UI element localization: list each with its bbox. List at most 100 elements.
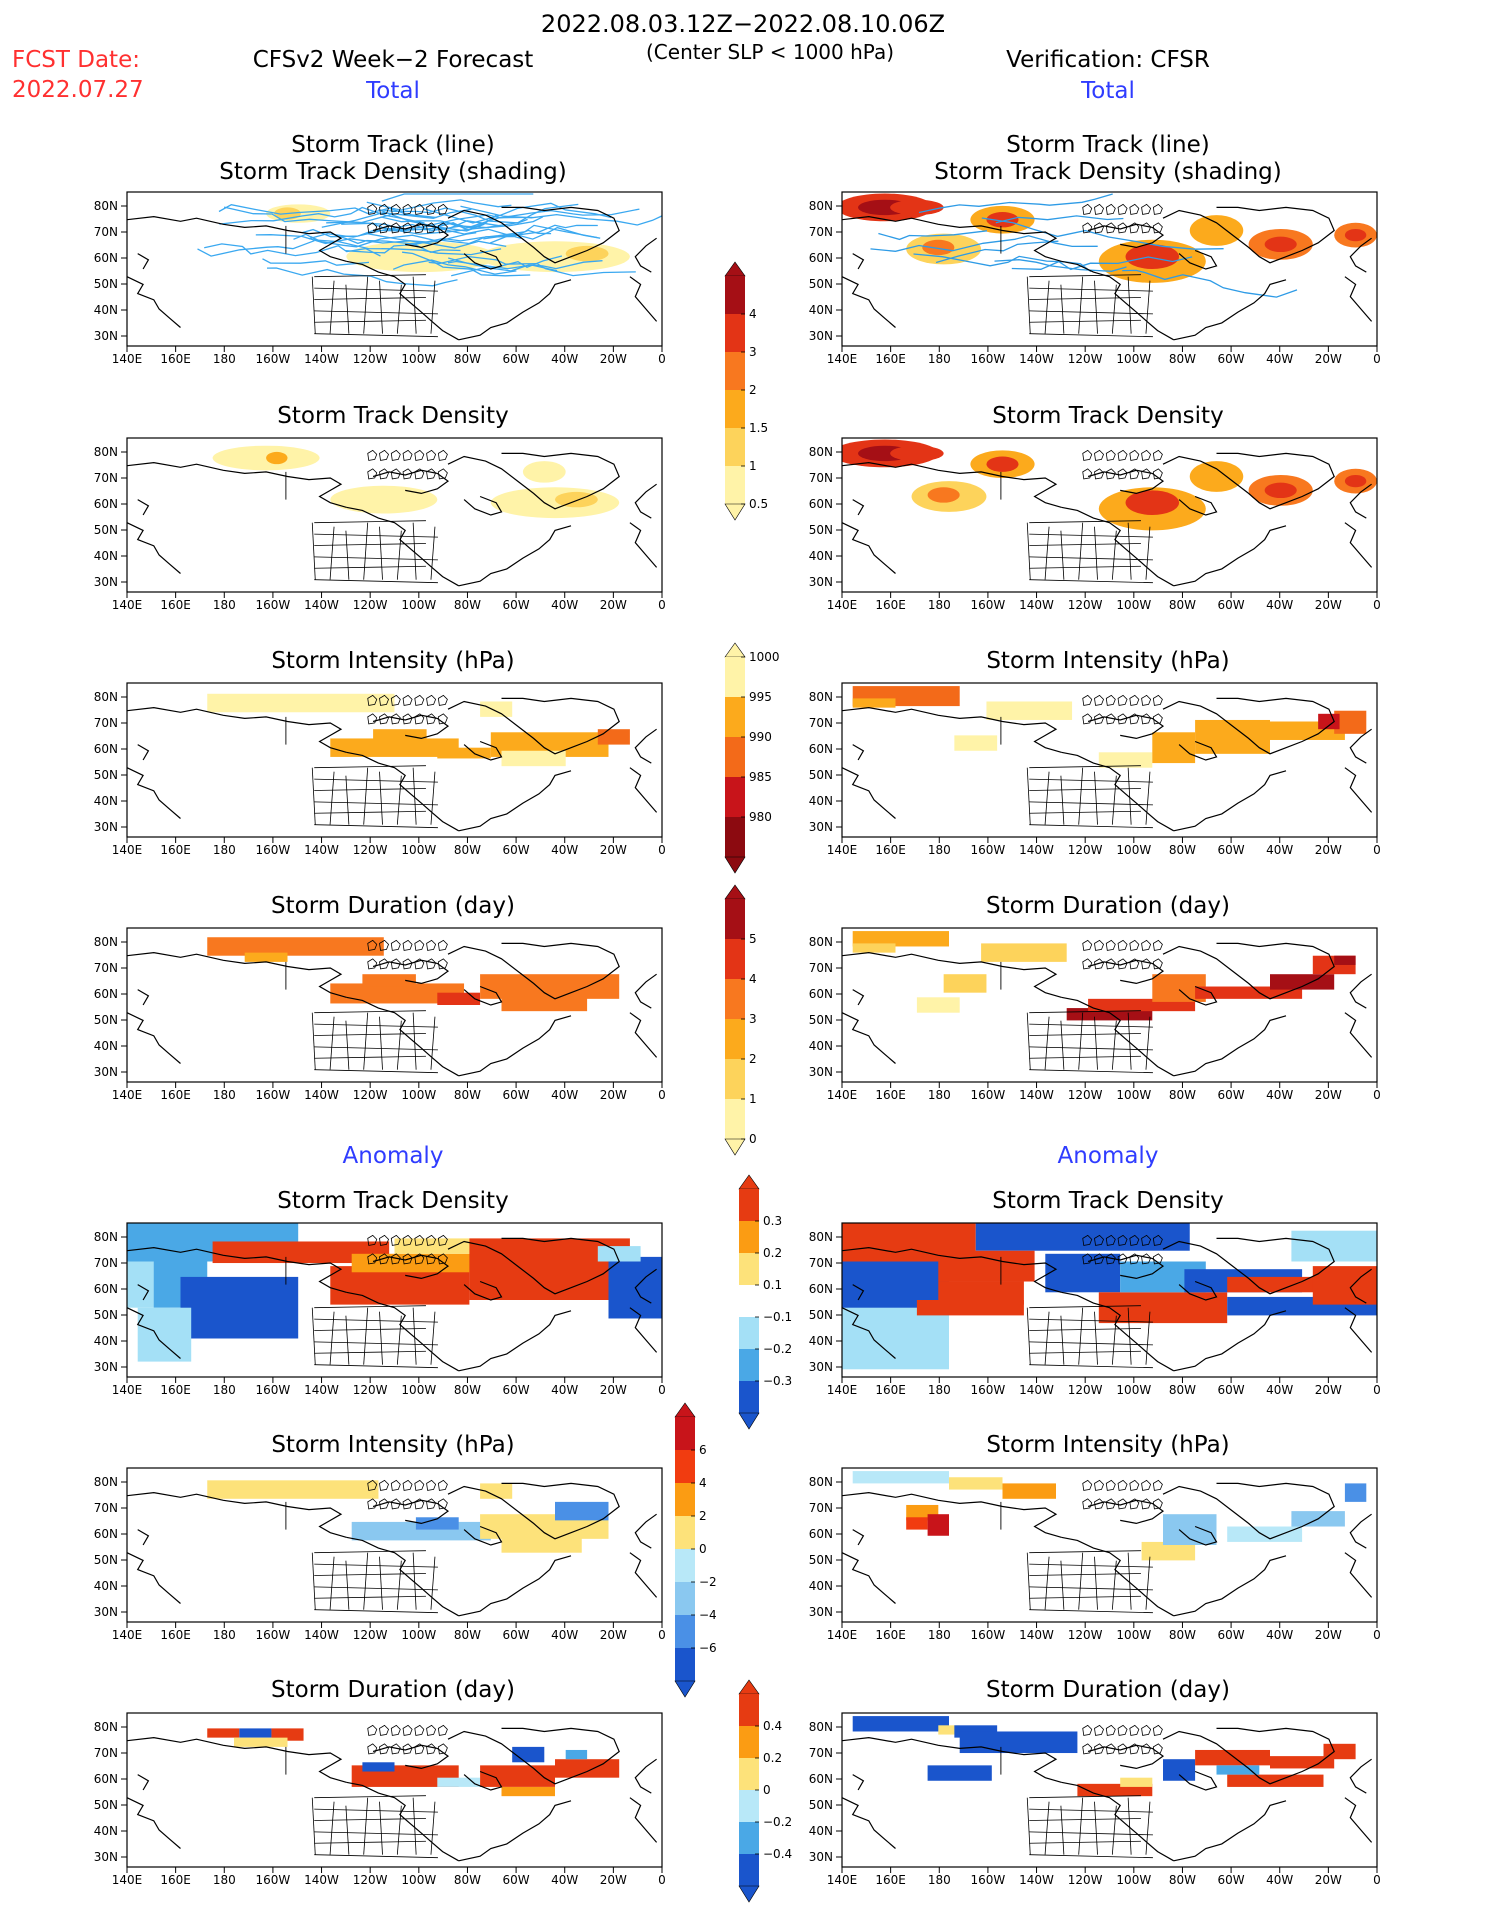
map-panel-r2-forecast: 80N 70N 60N 50N 40N 30N 140E 160E 180 160W 140W 120… [94,682,666,857]
lon-tick-label: 180 [928,1088,951,1102]
map-panel-r6-verification: 80N 70N 60N 50N 40N 30N 140E 160E 180 160W 140W 120… [809,1712,1381,1887]
colorbar-arrow-top [724,261,746,277]
lon-tick-label: 80W [454,1628,481,1642]
lon-tick-label: 140W [1019,1383,1054,1397]
colorbar-swatch [739,1349,759,1381]
lon-tick-label: 180 [928,843,951,857]
lon-tick-label: 140W [304,843,339,857]
map-panel-r3-forecast: 80N 70N 60N 50N 40N 30N 140E 160E 180 160W 140W 120… [94,927,666,1102]
map-frame [841,682,1378,838]
lon-tick-label: 160W [971,1383,1006,1397]
title-track-shading-right: Storm Track Density (shading) [934,159,1282,185]
lat-tick-label: 30N [94,1065,118,1079]
map-frame [126,437,663,593]
lat-tick-label: 50N [809,523,833,537]
map-frame [126,1712,663,1868]
colorbar-anom-density: 0.3 0.2 0.1 −0.1 −0.2 −0.3 [729,1174,809,1430]
coastlines [842,203,1373,341]
anomaly-label-left: Anomaly [342,1143,444,1169]
lat-tick-label: 40N [94,549,118,563]
colorbar-label: −0.3 [763,1374,792,1388]
colorbar-swatch [725,899,745,939]
map-svg: 80N 70N 60N 50N 40N 30N 140E 160E 180 160W 140W 120… [809,1712,1381,1887]
map-panel-r2-verification: 80N 70N 60N 50N 40N 30N 140E 160E 180 160W 140W 120… [809,682,1381,857]
lat-tick-label: 60N [809,987,833,1001]
lon-tick-label: 80W [1169,1383,1196,1397]
lon-tick-label: 80W [454,598,481,612]
lat-tick-label: 70N [809,1256,833,1270]
lon-tick-label: 0 [658,1383,666,1397]
lon-tick-label: 20W [600,1628,627,1642]
lat-tick-label: 30N [809,329,833,343]
lat-tick-label: 30N [809,1850,833,1864]
lon-tick-label: 0 [1373,1383,1381,1397]
lon-tick-label: 160W [256,843,291,857]
colorbar-label: −2 [699,1575,717,1589]
lon-tick-label: 0 [658,1628,666,1642]
lon-tick-label: 20W [600,1088,627,1102]
colorbar-swatch [725,390,745,428]
map-frame [126,191,663,347]
title-duration-left: Storm Duration (day) [271,893,515,919]
lat-tick-label: 40N [809,1579,833,1593]
lon-tick-label: 20W [600,352,627,366]
lat-tick-label: 40N [94,1579,118,1593]
lon-tick-label: 160E [875,352,906,366]
lat-tick-label: 30N [809,1360,833,1374]
lat-tick-label: 50N [94,523,118,537]
coastlines [842,694,1373,832]
colorbar-label: 4 [749,307,757,321]
lon-tick-label: 0 [1373,598,1381,612]
lat-tick-label: 40N [809,794,833,808]
colorbar-swatch [725,314,745,352]
lon-tick-label: 100W [401,843,436,857]
title-anom-density-right: Storm Track Density [992,1188,1224,1214]
lon-tick-label: 20W [600,843,627,857]
lon-tick-label: 140E [112,352,143,366]
colorbar-label: −6 [699,1641,717,1655]
lon-tick-label: 140W [304,352,339,366]
colorbar-duration-svg: 5 4 3 2 1 0 [724,884,757,1156]
lon-tick-label: 120W [353,1383,388,1397]
lon-tick-label: 160E [875,843,906,857]
map-frame [841,927,1378,1083]
coastlines [127,203,658,341]
colorbar-swatch [739,1189,759,1221]
colorbar-label: 995 [749,690,772,704]
lat-tick-label: 50N [94,1798,118,1812]
colorbar-label: 2 [699,1509,707,1523]
left-column-title: CFSv2 Week−2 Forecast [252,47,534,73]
colorbar-swatch [725,1099,745,1139]
lat-tick-label: 40N [809,1334,833,1348]
lat-tick-label: 40N [94,1824,118,1838]
map-panel-r0-verification: 80N 70N 60N 50N 40N 30N 140E 160E 180 160W 140W 120… [809,191,1381,366]
colorbar-label: −0.2 [763,1815,792,1829]
lon-tick-label: 120W [1068,1088,1103,1102]
colorbar-swatch [739,1758,759,1790]
map-panel-r6-forecast: 80N 70N 60N 50N 40N 30N 140E 160E 180 160W 140W 120… [94,1712,666,1887]
colorbar-swatch [739,1822,759,1854]
lon-tick-label: 0 [658,1873,666,1887]
coastlines [127,1724,658,1862]
colorbar-swatch [739,1285,759,1317]
total-label-right: Total [1081,78,1135,104]
lat-tick-label: 60N [809,251,833,265]
lon-tick-label: 140E [827,1873,858,1887]
map-svg: 80N 70N 60N 50N 40N 30N 140E 160E 180 160W 140W 120… [809,682,1381,857]
colorbar-label: 2 [749,383,757,397]
colorbar-label: −0.1 [763,1310,792,1324]
lat-tick-label: 40N [809,1824,833,1838]
lon-tick-label: 180 [928,598,951,612]
colorbar-label: 4 [699,1476,707,1490]
lon-tick-label: 140E [827,1088,858,1102]
lon-tick-label: 60W [503,1628,530,1642]
lon-tick-label: 60W [503,598,530,612]
lon-tick-label: 140W [304,1628,339,1642]
lon-tick-label: 100W [401,1383,436,1397]
lat-tick-label: 60N [809,1282,833,1296]
lon-tick-label: 180 [928,1628,951,1642]
title-duration-right: Storm Duration (day) [986,893,1230,919]
lon-tick-label: 160E [875,1088,906,1102]
lon-tick-label: 100W [1116,1383,1151,1397]
lon-tick-label: 140E [112,1628,143,1642]
